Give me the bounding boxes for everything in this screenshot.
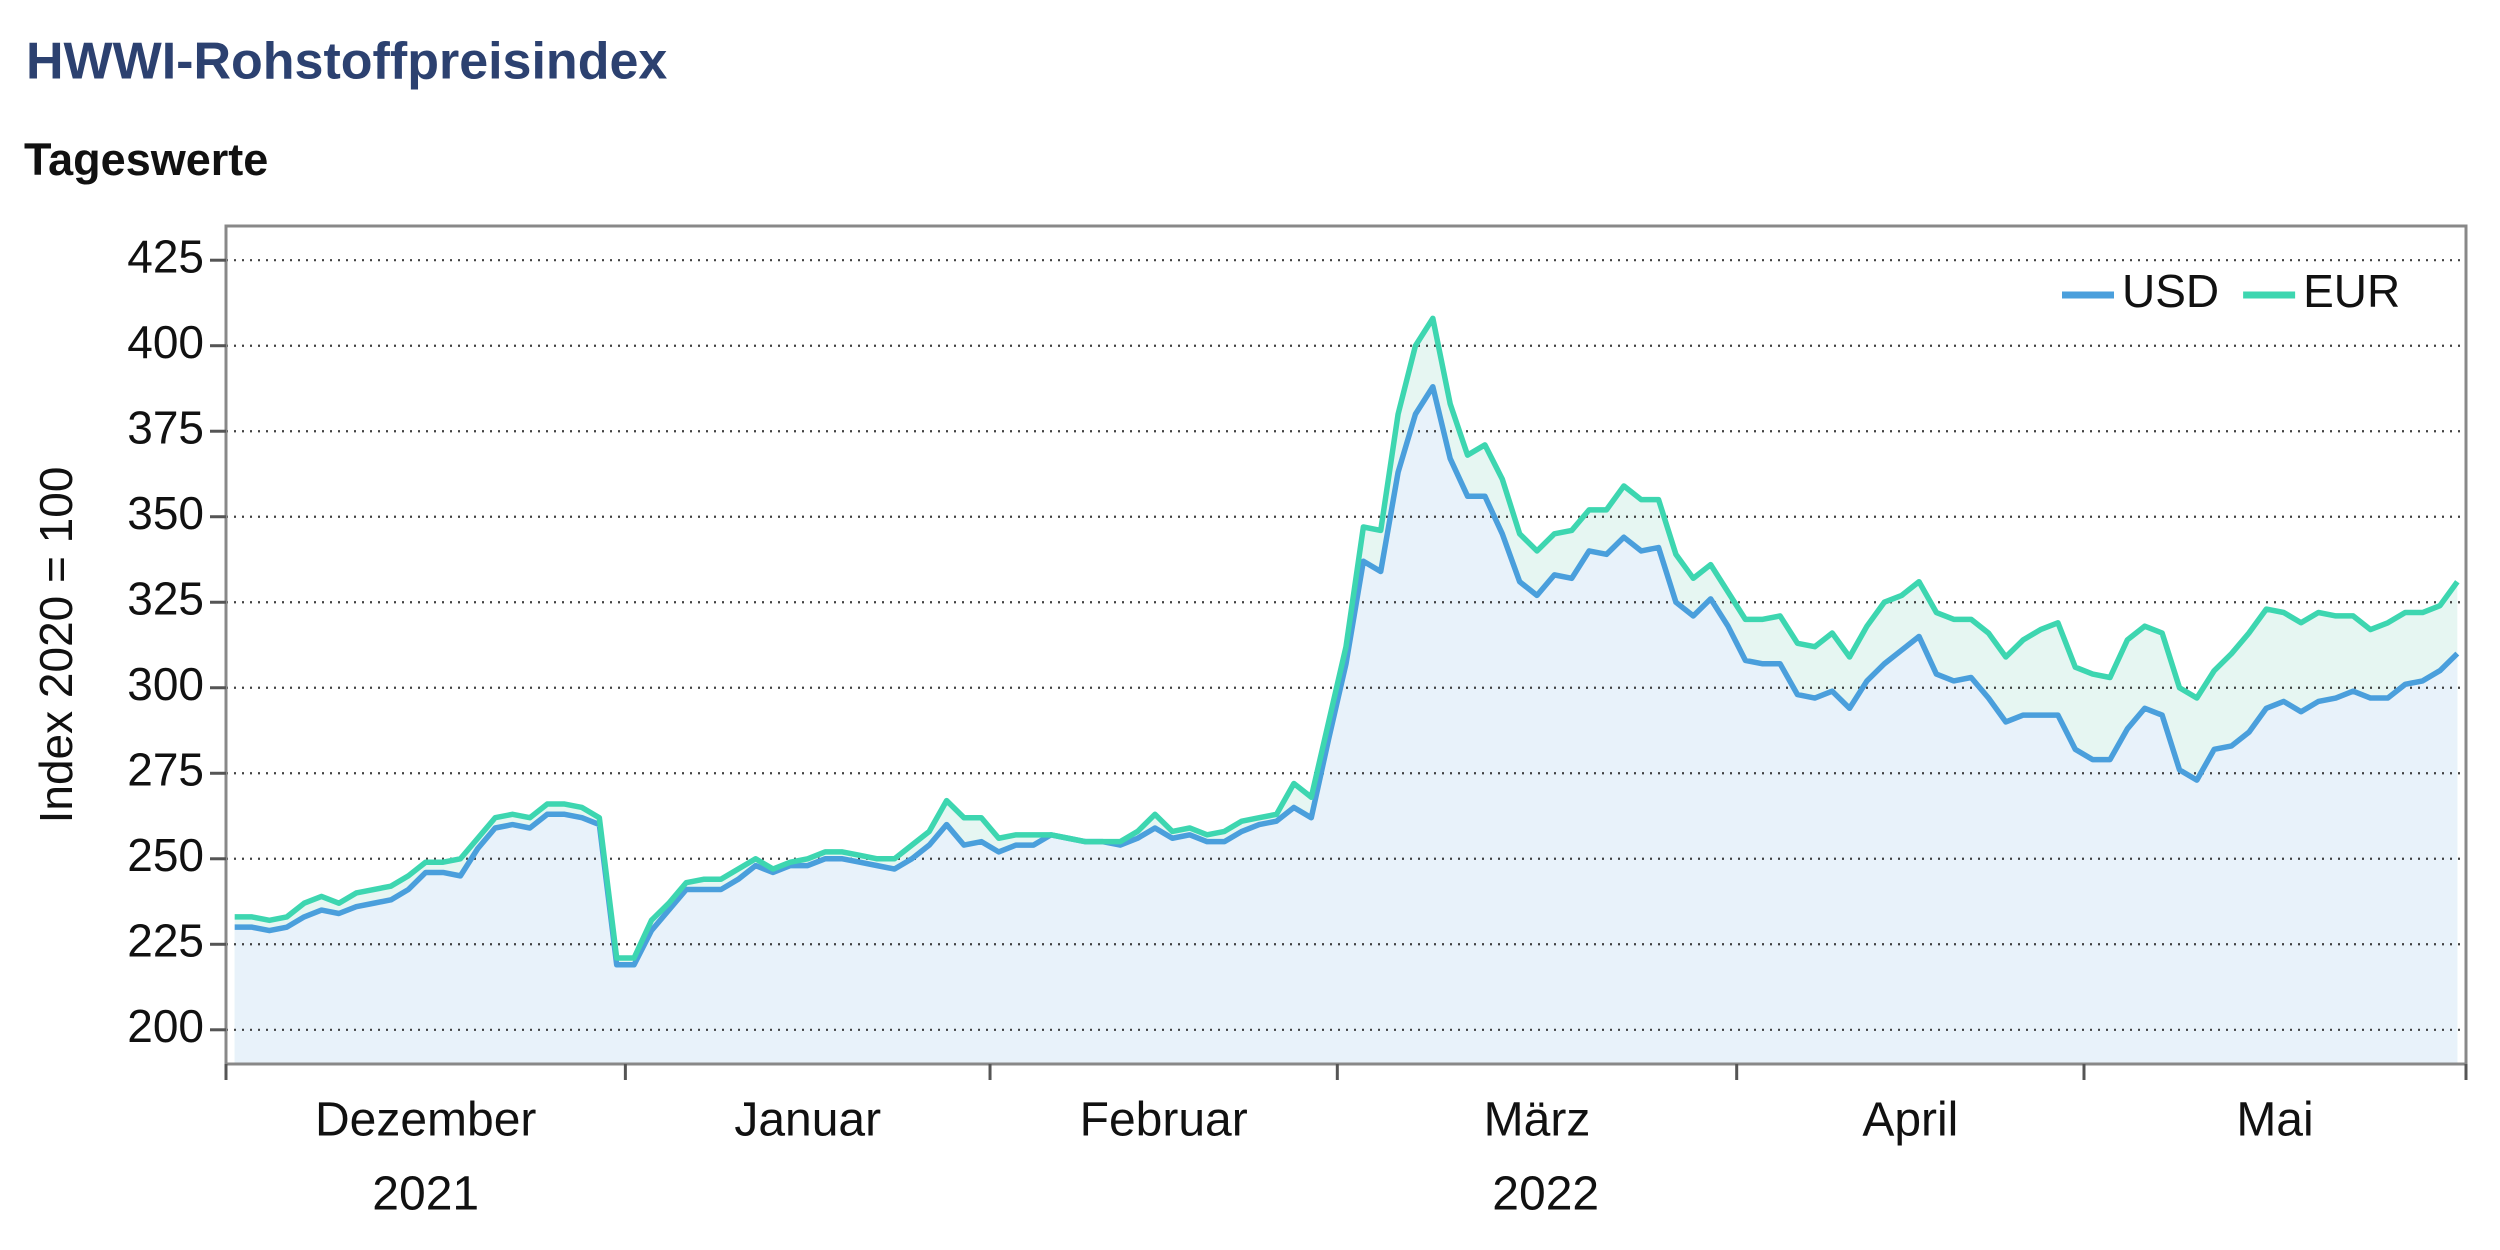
y-axis-label: Index 2020 = 100 <box>30 467 82 824</box>
y-tick-label: 350 <box>127 487 204 539</box>
year-label: 2021 <box>372 1168 479 1221</box>
plot-frame <box>224 224 2468 1066</box>
year-label: 2022 <box>1492 1168 1599 1221</box>
month-label: Mai <box>2236 1094 2313 1147</box>
area <box>234 386 2458 1065</box>
chart-subtitle: Tageswerte <box>24 134 268 185</box>
y-tick-label: 400 <box>127 316 204 368</box>
y-tick-label: 200 <box>127 1000 204 1052</box>
chart-title: HWWI-Rohstoffpreisindex <box>26 33 667 91</box>
y-tick-label: 250 <box>127 829 204 881</box>
y-tick-label: 225 <box>127 914 204 966</box>
legend-label: USD <box>2122 265 2219 317</box>
line <box>234 315 2460 961</box>
month-label: Dezember <box>315 1094 536 1147</box>
month-label: Januar <box>734 1094 881 1147</box>
month-label: Februar <box>1080 1094 1248 1147</box>
y-tick-label: 425 <box>127 230 204 282</box>
y-tick-label: 275 <box>127 743 204 795</box>
y-tick-label: 325 <box>127 572 204 624</box>
y-tick-label: 300 <box>127 658 204 710</box>
legend-label: EUR <box>2303 265 2400 317</box>
y-tick-label: 375 <box>127 401 204 453</box>
month-label: April <box>1862 1094 1958 1147</box>
month-label: März <box>1484 1094 1591 1147</box>
